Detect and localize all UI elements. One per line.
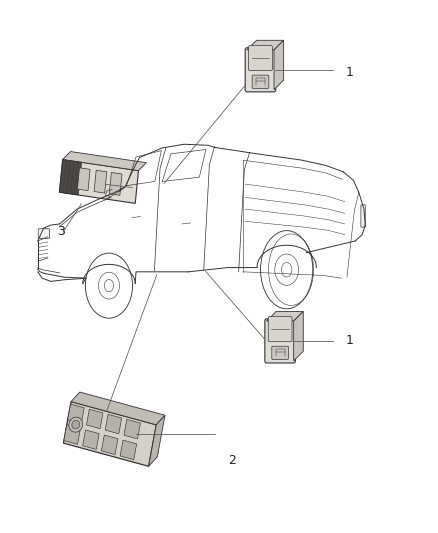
Text: 1: 1 — [346, 334, 353, 348]
Polygon shape — [101, 435, 118, 455]
Polygon shape — [64, 425, 81, 445]
Polygon shape — [109, 173, 122, 195]
Polygon shape — [68, 404, 84, 424]
Polygon shape — [274, 41, 284, 90]
Polygon shape — [60, 159, 138, 204]
Polygon shape — [105, 414, 122, 434]
Polygon shape — [293, 311, 303, 361]
Polygon shape — [86, 409, 103, 429]
Polygon shape — [78, 168, 90, 191]
FancyBboxPatch shape — [268, 317, 292, 342]
Polygon shape — [120, 440, 137, 459]
Polygon shape — [60, 159, 81, 195]
Polygon shape — [247, 41, 284, 50]
Ellipse shape — [72, 421, 80, 429]
FancyBboxPatch shape — [249, 45, 272, 70]
FancyBboxPatch shape — [252, 75, 269, 88]
Polygon shape — [64, 401, 156, 466]
Polygon shape — [63, 151, 146, 171]
Polygon shape — [83, 430, 99, 449]
FancyBboxPatch shape — [272, 346, 289, 360]
Text: 3: 3 — [57, 225, 65, 238]
Text: 1: 1 — [346, 66, 353, 79]
FancyBboxPatch shape — [361, 205, 365, 227]
Text: 2: 2 — [228, 454, 236, 467]
FancyBboxPatch shape — [245, 48, 276, 92]
FancyBboxPatch shape — [265, 319, 295, 363]
Ellipse shape — [69, 417, 83, 432]
Polygon shape — [94, 170, 107, 193]
Polygon shape — [148, 415, 165, 466]
Polygon shape — [267, 311, 303, 321]
Polygon shape — [124, 419, 141, 439]
Polygon shape — [71, 392, 165, 425]
FancyBboxPatch shape — [38, 229, 49, 238]
